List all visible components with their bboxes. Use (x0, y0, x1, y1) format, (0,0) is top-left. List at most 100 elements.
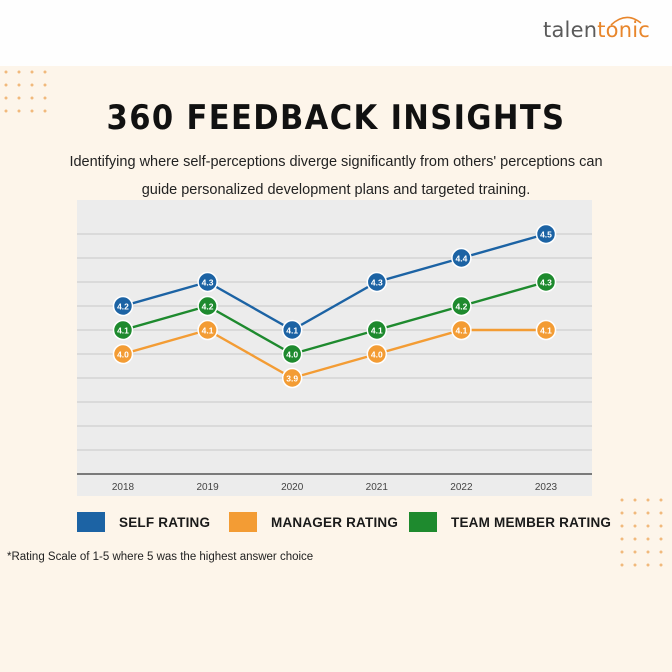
data-label: 4.2 (117, 301, 129, 311)
decorative-dot (620, 550, 624, 554)
data-label: 4.2 (202, 301, 214, 311)
decorative-dot (30, 70, 34, 74)
data-point (281, 343, 303, 365)
chart-legend: SELF RATING MANAGER RATING TEAM MEMBER R… (77, 512, 637, 538)
data-label: 4.1 (540, 325, 552, 335)
data-point (281, 319, 303, 341)
legend-label-team: TEAM MEMBER RATING (451, 514, 612, 530)
data-point (535, 223, 557, 245)
decorative-dots-top-left (4, 70, 47, 113)
decorative-dot (659, 550, 663, 554)
decorative-dot (646, 537, 650, 541)
decorative-dot (17, 109, 21, 113)
x-tick-label: 2021 (366, 482, 389, 493)
decorative-dot (43, 109, 47, 113)
decorative-dot (659, 511, 663, 515)
data-point (366, 319, 388, 341)
subtitle-line-2: guide personalized development plans and… (141, 182, 531, 198)
data-label: 3.9 (286, 373, 298, 383)
data-point (366, 343, 388, 365)
subtitle-line-1: Identifying where self-perceptions diver… (69, 154, 603, 170)
decorative-dot (633, 537, 637, 541)
logo-arc-icon (610, 16, 642, 26)
decorative-dot (43, 70, 47, 74)
data-point (197, 295, 218, 317)
decorative-dot (30, 96, 34, 100)
decorative-dot (4, 109, 8, 113)
legend-label-self: SELF RATING (119, 514, 211, 530)
decorative-dot (646, 498, 650, 502)
data-label: 4.1 (117, 325, 129, 335)
decorative-dot (4, 83, 8, 87)
legend-swatch-manager (229, 512, 257, 532)
legend-item-self: SELF RATING (77, 512, 210, 532)
decorative-dot (633, 563, 637, 567)
data-label: 4.0 (371, 349, 383, 359)
decorative-dot (659, 498, 663, 502)
data-label: 4.1 (371, 325, 383, 335)
page-title: 360 FEEDBACK INSIGHTS (106, 98, 566, 138)
x-tick-label: 2018 (112, 482, 135, 493)
decorative-dot (659, 524, 663, 528)
decorative-dot (633, 550, 637, 554)
data-point (451, 247, 472, 269)
header-band (0, 0, 672, 66)
decorative-dot (17, 70, 21, 74)
decorative-dot (30, 109, 34, 113)
decorative-dot (633, 524, 637, 528)
logo-prefix: talen (543, 18, 598, 42)
decorative-dot (659, 563, 663, 567)
data-label: 4.1 (455, 325, 467, 335)
decorative-dots-bottom-right (620, 498, 663, 567)
line-chart-svg: 2018 2019 2020 2021 2022 2023 4.2 4.3 4.1 4.3 4.4 4… (77, 223, 592, 493)
data-point (197, 319, 218, 341)
x-tick-label: 2022 (450, 482, 473, 493)
talentonic-logo: talentonic (543, 16, 650, 42)
data-point (112, 343, 134, 365)
data-point (451, 295, 472, 317)
legend-swatch-team (409, 512, 437, 532)
legend-item-team: TEAM MEMBER RATING (409, 512, 611, 532)
series-line-2 (122, 280, 547, 356)
line-chart: 2018 2019 2020 2021 2022 2023 4.2 4.3 4.1 4.3 4.4 4… (77, 200, 592, 496)
legend-label-manager: MANAGER RATING (271, 514, 399, 530)
decorative-dot (620, 524, 624, 528)
decorative-dot (646, 511, 650, 515)
legend-item-manager: MANAGER RATING (229, 512, 398, 532)
data-point (535, 271, 557, 293)
decorative-dot (620, 511, 624, 515)
decorative-dot (4, 70, 8, 74)
data-label: 4.5 (540, 229, 552, 239)
data-label: 4.3 (540, 277, 552, 287)
decorative-dot (646, 563, 650, 567)
data-label: 4.4 (455, 253, 467, 263)
rating-footnote: *Rating Scale of 1-5 where 5 was the hig… (7, 551, 314, 563)
decorative-dot (43, 96, 47, 100)
x-tick-label: 2019 (196, 482, 219, 493)
decorative-dot (30, 83, 34, 87)
decorative-dot (17, 96, 21, 100)
decorative-dot (17, 83, 21, 87)
decorative-dot (633, 511, 637, 515)
decorative-dot (620, 537, 624, 541)
data-label: 4.0 (286, 349, 298, 359)
data-label: 4.3 (371, 277, 383, 287)
data-label: 4.1 (286, 325, 298, 335)
data-point (451, 319, 472, 341)
decorative-dot (659, 537, 663, 541)
data-label: 4.0 (117, 349, 129, 359)
data-point (112, 319, 134, 341)
x-tick-label: 2023 (535, 482, 558, 493)
decorative-dot (646, 524, 650, 528)
page-subtitle: Identifying where self-perceptions diver… (40, 148, 632, 204)
data-point (112, 295, 134, 317)
decorative-dot (43, 83, 47, 87)
decorative-dot (620, 498, 624, 502)
decorative-dot (646, 550, 650, 554)
series-line-0 (122, 232, 547, 332)
data-point (281, 367, 303, 389)
decorative-dot (633, 498, 637, 502)
data-point (366, 271, 388, 293)
data-point (197, 271, 218, 293)
decorative-dot (4, 96, 8, 100)
